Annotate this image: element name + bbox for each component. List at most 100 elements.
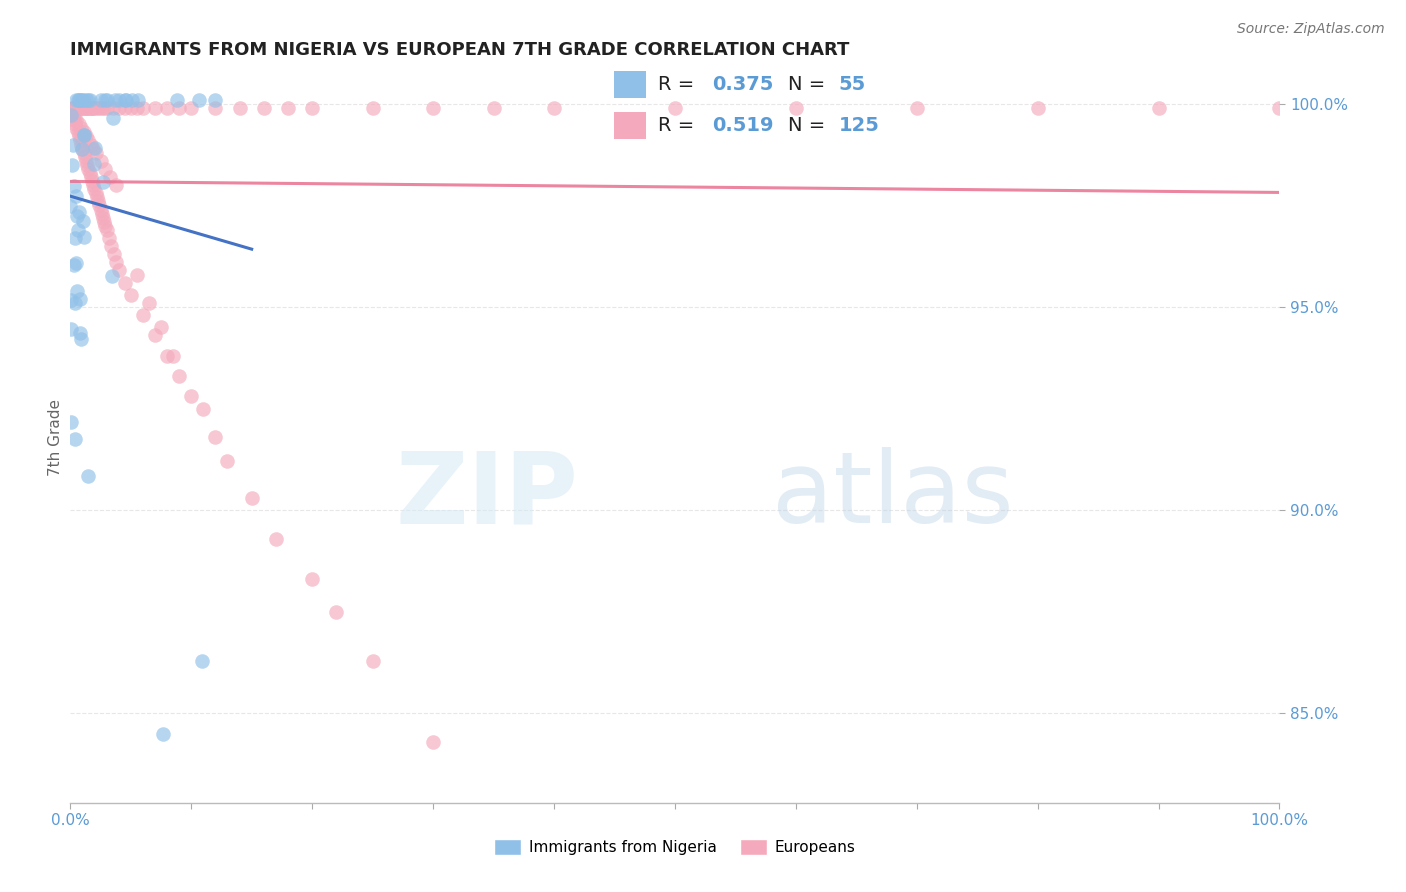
Point: [79, 166, 101, 180]
Point: [73, 128, 96, 142]
Point: [76, 101, 98, 115]
Point: [114, 93, 136, 107]
Point: [67, 205, 90, 219]
Point: [63, 258, 86, 272]
Point: [120, 101, 142, 115]
Point: [60, 105, 83, 120]
Point: [86, 190, 108, 204]
Point: [66, 101, 89, 115]
Point: [204, 430, 226, 444]
Point: [114, 101, 136, 115]
Point: [125, 101, 148, 115]
Point: [67, 129, 90, 144]
Point: [83, 101, 105, 115]
Point: [70, 121, 93, 136]
Point: [143, 328, 166, 343]
Point: [664, 101, 686, 115]
Point: [325, 605, 347, 619]
Point: [63, 101, 86, 115]
Point: [70, 142, 93, 156]
Point: [84, 145, 107, 160]
Point: [69, 332, 91, 346]
Text: 55: 55: [839, 75, 866, 94]
Point: [91, 211, 114, 225]
Point: [1268, 101, 1291, 115]
Point: [166, 93, 188, 107]
Point: [77, 101, 100, 115]
Point: [90, 202, 111, 217]
Point: [127, 93, 149, 107]
Point: [87, 194, 110, 209]
Point: [67, 93, 90, 107]
Point: [65, 296, 87, 310]
Text: IMMIGRANTS FROM NIGERIA VS EUROPEAN 7TH GRADE CORRELATION CHART: IMMIGRANTS FROM NIGERIA VS EUROPEAN 7TH …: [70, 41, 849, 59]
Point: [69, 133, 91, 147]
Point: [240, 491, 263, 505]
Text: ZIP: ZIP: [395, 447, 578, 544]
Point: [1026, 101, 1049, 115]
Point: [77, 133, 100, 147]
Point: [66, 125, 89, 139]
Point: [103, 247, 125, 261]
Point: [217, 454, 239, 468]
Point: [77, 469, 100, 483]
Point: [1147, 101, 1170, 115]
Point: [114, 276, 136, 290]
Point: [277, 101, 299, 115]
Point: [63, 101, 86, 115]
Point: [70, 137, 93, 152]
Point: [76, 93, 98, 107]
Point: [120, 288, 142, 302]
Point: [63, 117, 86, 131]
Point: [76, 158, 98, 172]
Point: [89, 198, 111, 212]
Point: [422, 101, 444, 115]
Point: [90, 101, 112, 115]
Point: [79, 93, 101, 107]
Point: [72, 142, 94, 156]
Point: [86, 101, 108, 115]
Point: [59, 293, 82, 308]
Point: [60, 101, 83, 115]
Point: [167, 101, 190, 115]
Point: [63, 178, 86, 193]
Point: [93, 215, 115, 229]
Point: [75, 153, 97, 168]
Point: [63, 433, 86, 447]
Point: [67, 93, 90, 107]
Point: [63, 231, 86, 245]
Point: [94, 161, 117, 176]
Point: [101, 112, 124, 126]
Point: [62, 101, 84, 115]
Point: [125, 268, 148, 282]
Point: [96, 93, 118, 107]
Point: [72, 145, 94, 160]
Point: [93, 101, 115, 115]
Point: [193, 401, 215, 416]
Point: [63, 113, 86, 128]
Point: [361, 654, 384, 668]
Point: [67, 117, 90, 131]
Point: [107, 263, 129, 277]
Point: [204, 93, 226, 107]
Point: [70, 93, 93, 107]
Point: [91, 175, 114, 189]
Point: [156, 101, 179, 115]
Point: [66, 223, 89, 237]
Point: [83, 157, 105, 171]
Point: [70, 101, 93, 115]
Point: [65, 101, 87, 115]
Point: [63, 109, 86, 123]
Point: [89, 101, 111, 115]
Point: [73, 101, 96, 115]
Point: [228, 101, 250, 115]
Point: [132, 101, 155, 115]
Point: [188, 93, 211, 107]
Point: [905, 101, 928, 115]
Point: [482, 101, 505, 115]
Point: [132, 308, 155, 322]
Point: [543, 101, 565, 115]
Point: [96, 101, 118, 115]
Point: [162, 349, 184, 363]
Point: [138, 296, 160, 310]
